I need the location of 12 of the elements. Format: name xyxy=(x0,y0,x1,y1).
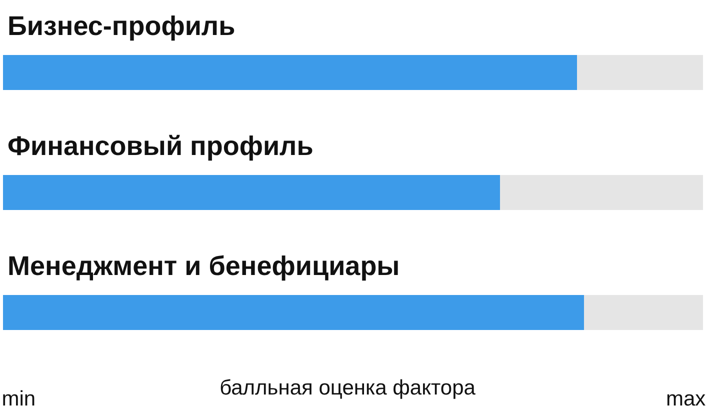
annotation: max xyxy=(666,388,706,410)
bar xyxy=(3,175,500,210)
bar xyxy=(577,55,703,90)
annotation: min xyxy=(2,388,36,410)
bar xyxy=(3,295,584,330)
y-tick-label: Финансовый профиль xyxy=(8,131,314,161)
bar xyxy=(3,55,577,90)
x-axis-title: балльная оценка фактора xyxy=(220,376,476,400)
bar xyxy=(584,295,703,330)
y-tick-label: Бизнес-профиль xyxy=(8,11,236,41)
y-tick-label: Менеджмент и бенефициары xyxy=(8,251,400,281)
bar xyxy=(500,175,703,210)
